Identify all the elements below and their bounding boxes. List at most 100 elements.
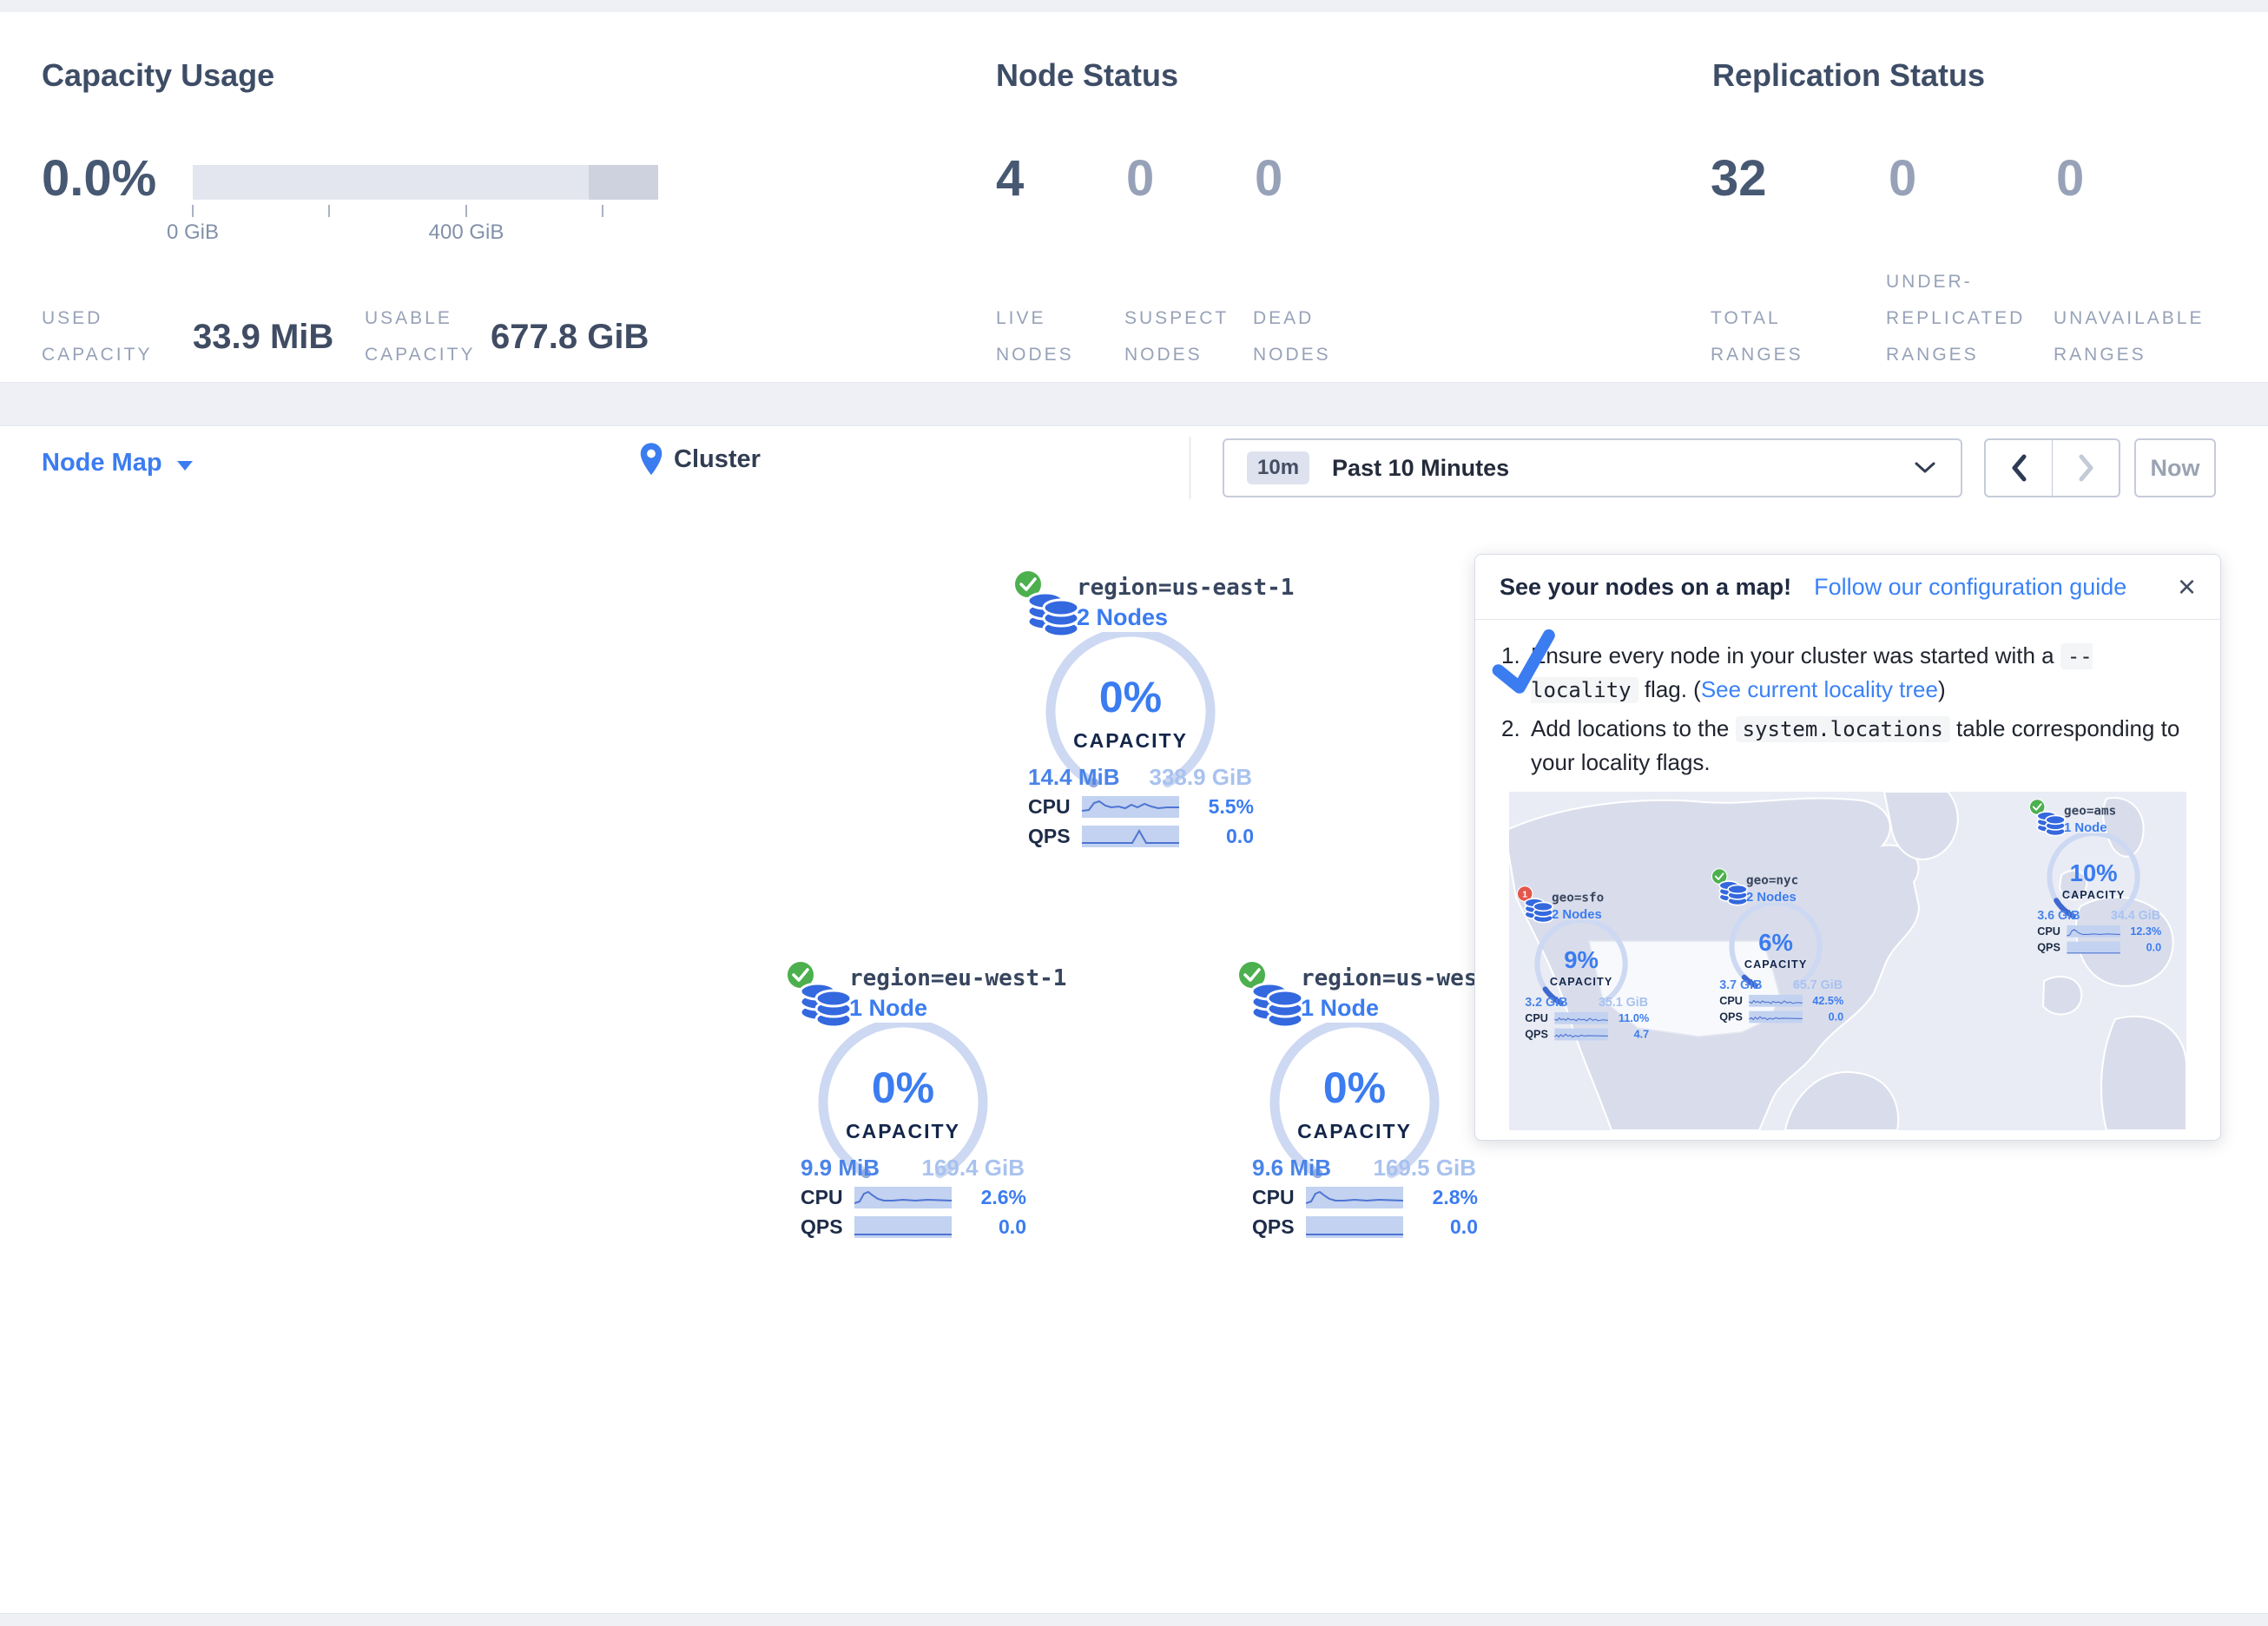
time-forward-button[interactable] — [2052, 440, 2119, 496]
locality-title: geo=nyc — [1746, 872, 1799, 888]
qps-value: 0.0 — [1828, 1010, 1844, 1024]
cpu-value: 2.6% — [980, 1186, 1026, 1208]
minimap-node-group-ams: geo=ams 1 Node 10% CAPACITY 3.6 GiB 34.4… — [2026, 797, 2169, 955]
qps-sparkline — [854, 1216, 952, 1238]
time-back-button[interactable] — [1986, 440, 2052, 496]
example-node-map: 1 geo=sfo 2 Nodes 9% CA — [1509, 792, 2186, 1130]
blue-check-icon — [1492, 629, 1555, 694]
usable-capacity-value: 677.8 GiB — [491, 318, 649, 356]
setup-step-1: 1. Ensure every node in your cluster was… — [1501, 642, 2093, 703]
capacity-label: CAPACITY — [1744, 958, 1808, 971]
used-capacity: 3.6 GiB — [2037, 907, 2080, 923]
capacity-percent: 9% — [1564, 946, 1599, 973]
cpu-sparkline — [2067, 925, 2120, 938]
node-group-us-west-1[interactable]: region=us-west-1 1 Node 0% CAPACITY 9.6 … — [1231, 957, 1518, 1243]
under-replicated-count: 0 — [1889, 150, 1917, 207]
used-capacity: 3.7 GiB — [1719, 977, 1763, 992]
used-capacity: 9.6 MiB — [1252, 1155, 1332, 1181]
cpu-value: 5.5% — [1208, 795, 1254, 818]
cpu-sparkline — [1305, 1187, 1404, 1208]
locality-setup-popup: See your nodes on a map! Follow our conf… — [1474, 554, 2221, 1141]
healthy-badge-icon — [1236, 959, 1268, 995]
capacity-gauge — [1045, 632, 1216, 788]
cpu-value: 42.5% — [1812, 994, 1844, 1007]
capacity-usage-title: Capacity Usage — [42, 57, 275, 93]
cpu-value: 11.0% — [1619, 1011, 1650, 1024]
total-capacity: 35.1 GiB — [1598, 994, 1649, 1010]
capacity-gauge — [1729, 902, 1823, 989]
map-pin-icon — [640, 443, 663, 476]
qps-sparkline — [1306, 1216, 1403, 1238]
axis-tick-label: 400 GiB — [428, 221, 504, 244]
qps-label: QPS — [1525, 1028, 1548, 1041]
system-locations-code: system.locations — [1735, 716, 1950, 742]
breadcrumb[interactable]: Cluster — [639, 442, 761, 477]
used-capacity: 3.2 GiB — [1525, 994, 1568, 1010]
qps-sparkline — [2067, 941, 2120, 954]
view-toolbar: Node Map Cluster 10m Past 10 Minutes Now — [0, 425, 2268, 510]
qps-label: QPS — [1252, 1215, 1295, 1238]
time-range-select[interactable]: 10m Past 10 Minutes — [1223, 438, 1962, 497]
used-capacity: 14.4 MiB — [1028, 764, 1120, 790]
configuration-guide-link[interactable]: Follow our configuration guide — [1814, 573, 2127, 600]
axis-tick — [328, 205, 330, 217]
axis-tick — [602, 205, 603, 217]
live-nodes-label: LIVE NODES — [996, 308, 1074, 365]
chevron-right-icon — [2079, 454, 2093, 482]
node-count: 2 Nodes — [1746, 889, 1797, 905]
node-count-link[interactable]: 1 Node — [1301, 995, 1380, 1021]
database-icon — [1025, 590, 1084, 643]
capacity-gauge — [1534, 919, 1628, 1006]
axis-tick-label: 0 GiB — [166, 221, 220, 244]
axis-tick — [465, 205, 467, 217]
node-group-eu-west-1[interactable]: region=eu-west-1 1 Node 0% CAPACITY 9.9 … — [780, 957, 1066, 1243]
time-range-badge: 10m — [1247, 451, 1310, 484]
setup-step-2: 2. Add locations to the system.locations… — [1501, 715, 2180, 775]
database-icon — [1523, 897, 1555, 929]
qps-value: 0.0 — [999, 1215, 1026, 1238]
dead-nodes-count: 0 — [1255, 150, 1283, 207]
replication-status-title: Replication Status — [1712, 57, 1986, 93]
cpu-label: CPU — [1028, 795, 1071, 818]
unavailable-ranges-label: UNAVAILABLE RANGES — [2054, 308, 2205, 365]
minimap-node-group-sfo: 1 geo=sfo 2 Nodes 9% CA — [1513, 884, 1657, 1042]
cluster-summary-panel: Capacity Usage 0.0% 0 GiB 400 GiB USED CA… — [0, 12, 2268, 383]
node-count-link[interactable]: 1 Node — [849, 995, 928, 1021]
node-count-link[interactable]: 2 Nodes — [1077, 604, 1169, 630]
cpu-label: CPU — [1525, 1011, 1548, 1024]
locality-title: geo=sfo — [1552, 890, 1605, 905]
database-icon — [1249, 981, 1308, 1034]
capacity-label: CAPACITY — [846, 1120, 960, 1142]
node-group-us-east-1[interactable]: region=us-east-1 2 Nodes 0% CAPACITY 14.… — [1007, 566, 1294, 852]
capacity-label: CAPACITY — [1549, 975, 1613, 988]
capacity-percent: 0.0% — [42, 150, 157, 207]
qps-value: 4.7 — [1633, 1028, 1650, 1041]
database-icon — [1717, 879, 1750, 912]
cpu-label: CPU — [2037, 925, 2060, 938]
view-mode-dropdown[interactable]: Node Map — [42, 449, 162, 477]
database-icon — [797, 981, 856, 1034]
cpu-label: CPU — [1719, 994, 1743, 1007]
breadcrumb-label: Cluster — [674, 444, 761, 473]
now-button[interactable]: Now — [2134, 438, 2216, 497]
node-status-title: Node Status — [996, 57, 1179, 93]
qps-label: QPS — [801, 1215, 843, 1238]
cpu-value: 2.8% — [1432, 1186, 1478, 1208]
capacity-label: CAPACITY — [1297, 1120, 1412, 1142]
cpu-label: CPU — [801, 1186, 843, 1208]
qps-sparkline — [1554, 1028, 1608, 1041]
capacity-percent: 10% — [2069, 859, 2118, 886]
locality-title: geo=ams — [2064, 803, 2117, 819]
popup-title: See your nodes on a map! — [1500, 573, 1792, 600]
world-map-graphic — [1509, 792, 2186, 1130]
capacity-gauge — [2047, 833, 2140, 919]
healthy-badge-icon — [2028, 799, 2046, 821]
close-icon[interactable]: × — [2177, 569, 2196, 604]
time-range-label: Past 10 Minutes — [1332, 454, 1510, 481]
locality-tree-link[interactable]: See current locality tree — [1700, 676, 1938, 702]
database-icon — [2035, 810, 2067, 842]
usable-capacity-label: USABLE CAPACITY — [365, 308, 476, 365]
capacity-percent: 0% — [871, 1063, 935, 1112]
chevron-down-icon — [177, 461, 193, 471]
unavailable-ranges-count: 0 — [2056, 150, 2085, 207]
